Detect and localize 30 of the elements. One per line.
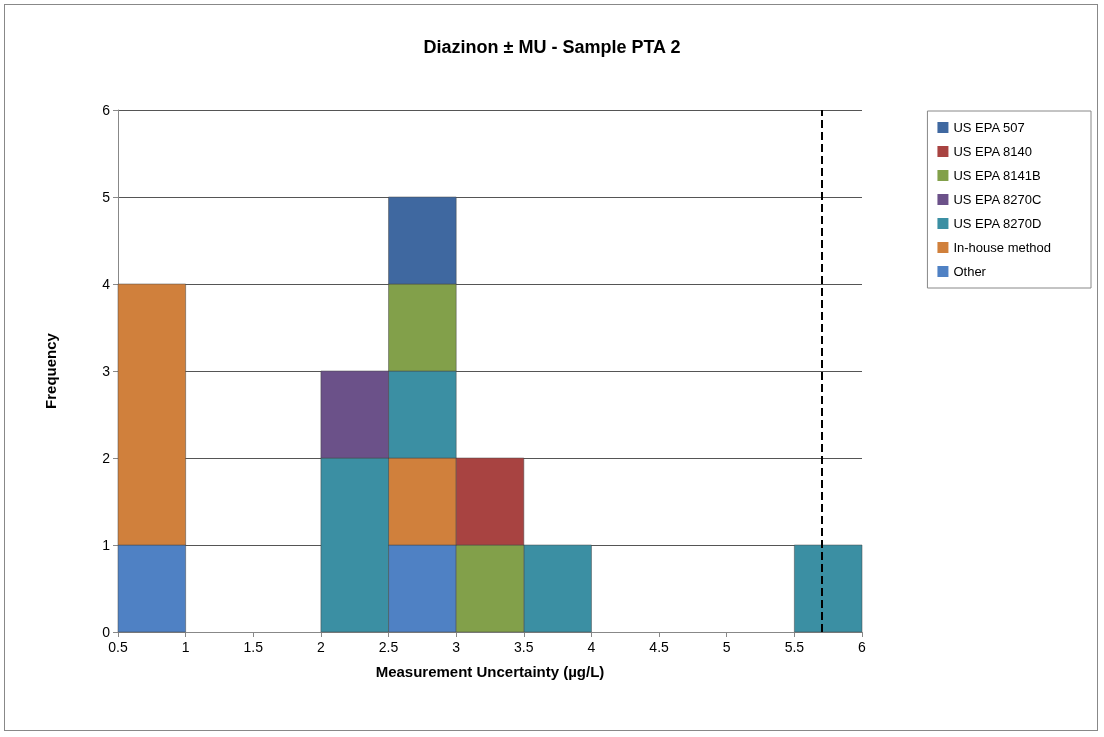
y-tick-label: 1: [102, 537, 111, 553]
legend-label: US EPA 8270D: [953, 216, 1042, 231]
legend-label: In-house method: [953, 240, 1052, 255]
x-axis-title: Measurement Uncertainty (µg/L): [375, 663, 605, 680]
y-tick-label: 0: [102, 624, 111, 640]
x-tick-label: 5: [722, 639, 731, 655]
y-tick-label: 6: [102, 102, 111, 118]
legend-label: US EPA 8141B: [953, 168, 1041, 183]
y-tick-label: 3: [102, 363, 111, 379]
x-tick-label: 6: [858, 639, 867, 655]
x-tick-label: 1: [181, 639, 190, 655]
legend-label: US EPA 8140: [953, 144, 1032, 159]
x-tick-label: 3.5: [514, 639, 534, 655]
legend-label: US EPA 8270C: [953, 192, 1042, 207]
x-tick-label: 5.5: [784, 639, 805, 655]
x-tick-label: 2: [317, 639, 326, 655]
bar: [794, 544, 863, 633]
x-tick-label: 2.5: [378, 639, 399, 655]
x-tick-label: 0.5: [108, 639, 128, 655]
chart-title: Diazinon ± MU - Sample PTA 2: [423, 37, 681, 57]
y-tick-label: 2: [102, 450, 111, 466]
legend-label: US EPA 507: [953, 120, 1025, 135]
x-tick-label: 1.5: [243, 639, 264, 655]
y-tick-label: 4: [102, 276, 111, 292]
y-tick-label: 5: [102, 189, 111, 205]
legend-label: Other: [953, 264, 987, 279]
x-tick-label: 4: [587, 639, 596, 655]
x-tick-label: 3: [452, 639, 461, 655]
y-axis-title: Frequency: [42, 332, 59, 409]
x-tick-label: 4.5: [649, 639, 670, 655]
